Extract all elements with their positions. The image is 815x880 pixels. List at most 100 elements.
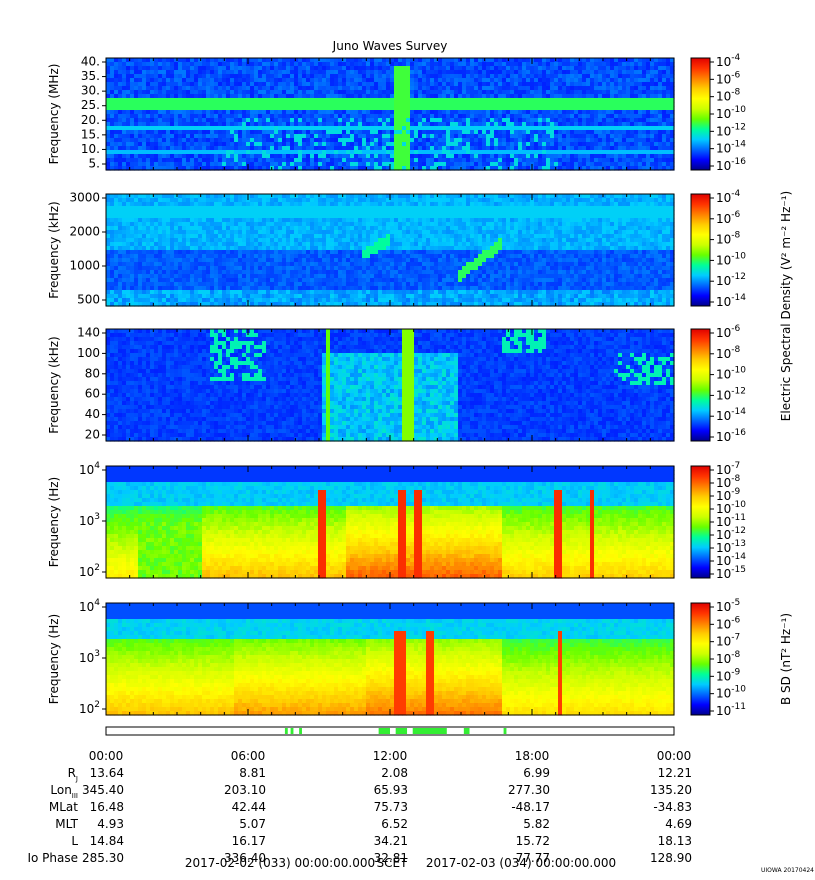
- y-axis-label: Frequency (Hz): [47, 614, 61, 705]
- colorbar-tick-label: 10-12: [716, 386, 746, 402]
- y-axis-label: Frequency (kHz): [47, 336, 61, 433]
- ephemeris-value: 2.08: [381, 766, 408, 780]
- footer: 2017-02-02 (033) 00:00:00.000 SCET 2017-…: [185, 856, 814, 874]
- time-tick-label: 06:00: [231, 749, 266, 763]
- colorbar-tick-label: 10-8: [716, 230, 741, 246]
- colorbar-tick-label: 10-9: [716, 487, 741, 503]
- ephemeris-value: 6.52: [381, 817, 408, 831]
- ytick-label: 40.: [81, 55, 100, 69]
- ytick-label: 104: [79, 598, 100, 614]
- colorbar-tick-label: 10-14: [716, 552, 746, 568]
- colorbar-tick-label: 10-4: [716, 53, 741, 69]
- ephemeris-value: 15.72: [516, 834, 550, 848]
- ephemeris-value: 345.40: [82, 783, 124, 797]
- colorbar-label: B SD (nT² Hz⁻¹): [779, 613, 793, 705]
- ytick-label: 100: [77, 346, 100, 360]
- ytick-label: 5.: [89, 157, 100, 171]
- colorbar-tick-label: 10-14: [716, 293, 746, 309]
- spectrogram-image: [106, 58, 675, 171]
- spectrogram-panel-1: 40.35.30.25.20.15.10.5. Frequency (MHz) 10…: [47, 53, 746, 173]
- ephemeris-value: 16.48: [90, 800, 124, 814]
- ephemeris-value: -48.17: [511, 800, 550, 814]
- ytick-label: 103: [79, 649, 100, 665]
- ephemeris-value: -34.83: [653, 800, 692, 814]
- ephemeris-table: RJ 13.64 8.81 2.08 6.99 12.21 LonIII 345.40 203.…: [27, 766, 692, 865]
- colorbar-tick-label: 10-10: [716, 684, 746, 700]
- spectrogram-image: [106, 603, 675, 716]
- spectrogram-image: [106, 194, 675, 307]
- colorbar-tick-label: 10-8: [716, 344, 741, 360]
- spectrogram-panels: 40.35.30.25.20.15.10.5. Frequency (MHz) 10…: [47, 53, 793, 718]
- ephemeris-value: 4.93: [97, 817, 124, 831]
- colorbar-tick-label: 10-12: [716, 122, 746, 138]
- colorbar-tick-label: 10-16: [716, 157, 746, 173]
- footer-credit: UIOWA 20170424: [761, 867, 814, 874]
- ephemeris-value: 75.73: [374, 800, 408, 814]
- ephemeris-value: 18.13: [658, 834, 692, 848]
- colorbar-tick-label: 10-14: [716, 407, 746, 423]
- ephemeris-value: 12.21: [658, 766, 692, 780]
- ephemeris-value: 277.30: [508, 783, 550, 797]
- activity-segment: [503, 728, 507, 734]
- colorbar-tick-label: 10-10: [716, 500, 746, 516]
- ephemeris-value: 13.64: [90, 766, 124, 780]
- ephemeris-value: 6.99: [523, 766, 550, 780]
- ytick-label: 1000: [69, 259, 100, 273]
- ephemeris-value: 16.17: [232, 834, 266, 848]
- ephemeris-label: RJ: [68, 766, 78, 783]
- activity-bar: [105, 726, 675, 736]
- ytick-label: 40: [85, 407, 100, 421]
- ytick-label: 15.: [81, 127, 100, 141]
- ephemeris-label: Io Phase: [27, 851, 78, 865]
- y-axis-label: Frequency (kHz): [47, 201, 61, 298]
- ytick-label: 500: [77, 293, 100, 307]
- spectrogram-image: [106, 329, 675, 442]
- ephemeris-value: 34.21: [374, 834, 408, 848]
- colorbar-tick-label: 10-8: [716, 87, 741, 103]
- colorbar-tick-label: 10-11: [716, 702, 746, 718]
- spectrogram-panel-3: 140 100 80 60 40 20 Frequency (kHz) 10-6 10-8 10-…: [47, 324, 746, 444]
- y-axis-label: Frequency (MHz): [47, 64, 61, 165]
- colorbar-tick-label: 10-16: [716, 428, 746, 444]
- ephemeris-value: 8.81: [239, 766, 266, 780]
- colorbar: [690, 193, 711, 307]
- ytick-label: 10.: [81, 142, 100, 156]
- ytick-label: 102: [79, 563, 100, 579]
- ephemeris-value: 203.10: [224, 783, 266, 797]
- ephemeris-value: 128.90: [650, 851, 692, 865]
- ephemeris-value: 4.69: [665, 817, 692, 831]
- ytick-label: 80: [85, 366, 100, 380]
- colorbar-tick-label: 10-7: [716, 461, 740, 477]
- footer-scet-label: SCET: [377, 856, 409, 870]
- ephemeris-value: 65.93: [374, 783, 408, 797]
- ephemeris-value: 5.07: [239, 817, 266, 831]
- colorbar-tick-label: 10-5: [716, 598, 740, 614]
- colorbar-tick-label: 10-12: [716, 272, 746, 288]
- ytick-label: 25.: [81, 98, 100, 112]
- ytick-label: 3000: [69, 191, 100, 205]
- activity-segment: [378, 728, 390, 734]
- activity-segment: [412, 728, 447, 734]
- time-tick-label: 00:00: [657, 749, 692, 763]
- colorbar-tick-label: 10-10: [716, 365, 746, 381]
- ytick-label: 35.: [81, 69, 100, 83]
- colorbar-tick-label: 10-8: [716, 474, 741, 490]
- ephemeris-label: MLat: [49, 800, 78, 814]
- time-tick-label: 12:00: [373, 749, 408, 763]
- activity-segment: [290, 728, 294, 734]
- activity-segment: [395, 728, 408, 734]
- ytick-label: 30.: [81, 84, 100, 98]
- colorbar-tick-label: 10-13: [716, 539, 746, 555]
- ephemeris-value: 32.81: [374, 851, 408, 865]
- time-tick-label: 00:00: [89, 749, 124, 763]
- colorbar-tick-label: 10-10: [716, 105, 746, 121]
- ephemeris-label: LonIII: [50, 783, 78, 800]
- colorbar: [690, 465, 711, 579]
- chart-title: Juno Waves Survey: [332, 39, 448, 53]
- ytick-label: 20.: [81, 113, 100, 127]
- ephemeris-value: 285.30: [82, 851, 124, 865]
- ephemeris-value: 42.44: [232, 800, 266, 814]
- colorbar-tick-label: 10-6: [716, 70, 741, 86]
- ytick-label: 102: [79, 700, 100, 716]
